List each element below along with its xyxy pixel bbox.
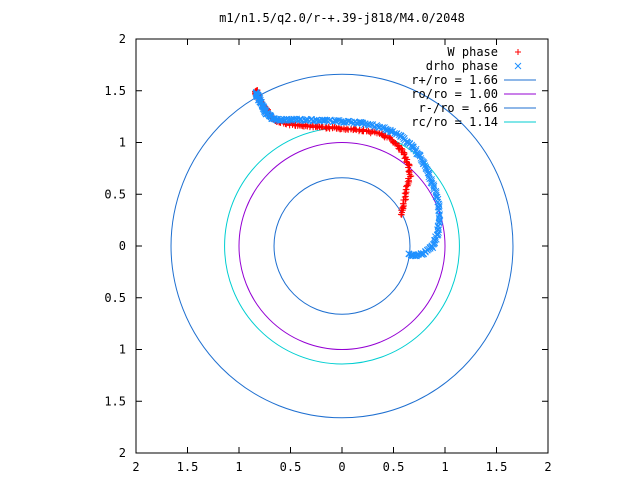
- x-tick-label: 1.5: [486, 460, 508, 474]
- y-tick-label: 1: [119, 343, 126, 357]
- drho-phase-point: [334, 117, 341, 124]
- drho-phase-point: [422, 164, 430, 171]
- legend-marker: [515, 49, 521, 55]
- drho-phase-point: [431, 237, 438, 244]
- legend-marker: [514, 62, 522, 70]
- drho-phase-point: [414, 150, 422, 158]
- x-tick-label: 1: [441, 460, 448, 474]
- x-tick-label: 1: [235, 460, 242, 474]
- y-tick-label: 0.5: [104, 291, 126, 305]
- drho-phase-point: [397, 132, 405, 139]
- drho-phase-point: [434, 223, 442, 231]
- drho-phase-point: [422, 247, 429, 255]
- legend-label: ro/ro = 1.00: [411, 87, 498, 101]
- x-tick-label: 1.5: [177, 460, 199, 474]
- w-phase-point: [356, 128, 363, 135]
- radius-circle: [238, 142, 446, 350]
- legend-label: drho phase: [426, 59, 498, 73]
- drho-phase-point: [321, 116, 329, 124]
- x-tick-label: 2: [544, 460, 551, 474]
- y-tick-label: 0.5: [104, 187, 126, 201]
- drho-phase-point: [418, 156, 425, 164]
- legend-label: rc/ro = 1.14: [411, 115, 498, 129]
- chart-title: m1/n1.5/q2.0/r-+.39-j818/M4.0/2048: [219, 11, 465, 25]
- radius-circle: [273, 177, 411, 315]
- tick-layer: 2 1.5 1 0.5 0 0.5 1 1.5 221.510.500.511.52: [104, 32, 551, 474]
- drho-phase-point: [339, 119, 347, 126]
- legend-label: r+/ro = 1.66: [411, 73, 498, 87]
- drho-phase-point: [293, 115, 301, 123]
- y-tick-label: 1.5: [104, 84, 126, 98]
- drho-phase-point: [252, 89, 260, 97]
- x-tick-label: 0.5: [383, 460, 405, 474]
- y-tick-label: 0: [119, 239, 126, 253]
- y-tick-label: 1: [119, 136, 126, 150]
- w-phase-point: [363, 127, 370, 134]
- legend-label: W phase: [447, 45, 498, 59]
- drho-phase-point: [259, 103, 266, 111]
- y-tick-label: 2: [119, 446, 126, 460]
- drho-phase-point: [417, 250, 425, 258]
- x-tick-label: 2: [132, 460, 139, 474]
- points-layer: [252, 87, 444, 260]
- drho-phase-point: [436, 202, 443, 209]
- w-phase-point: [329, 125, 336, 132]
- drho-phase-point: [329, 118, 337, 126]
- y-tick-label: 1.5: [104, 394, 126, 408]
- x-tick-label: 0.5: [280, 460, 302, 474]
- x-tick-label: 0: [338, 460, 345, 474]
- drho-phase-point: [431, 239, 439, 247]
- drho-phase-point: [393, 130, 400, 138]
- y-tick-label: 2: [119, 32, 126, 46]
- radius-circle: [170, 73, 514, 419]
- legend-label: r-/ro = .66: [419, 101, 498, 115]
